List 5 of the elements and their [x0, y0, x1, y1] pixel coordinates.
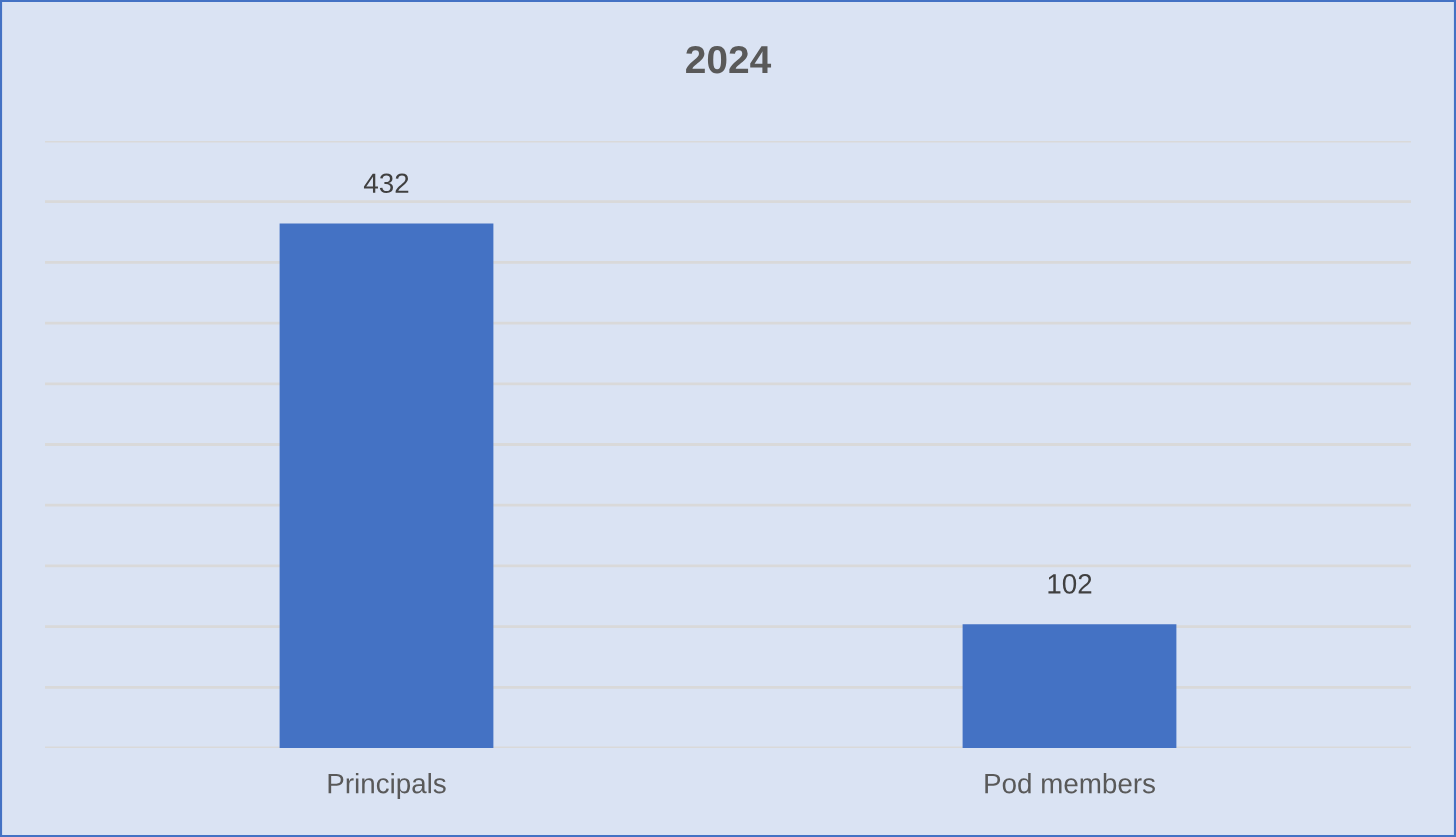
data-label: 102 [1048, 574, 1092, 594]
x-tick-label: Principals [328, 773, 446, 799]
x-tick-label: Pod members [985, 773, 1155, 794]
data-label: 432 [363, 173, 409, 194]
chart-title: 2024 [686, 45, 772, 74]
